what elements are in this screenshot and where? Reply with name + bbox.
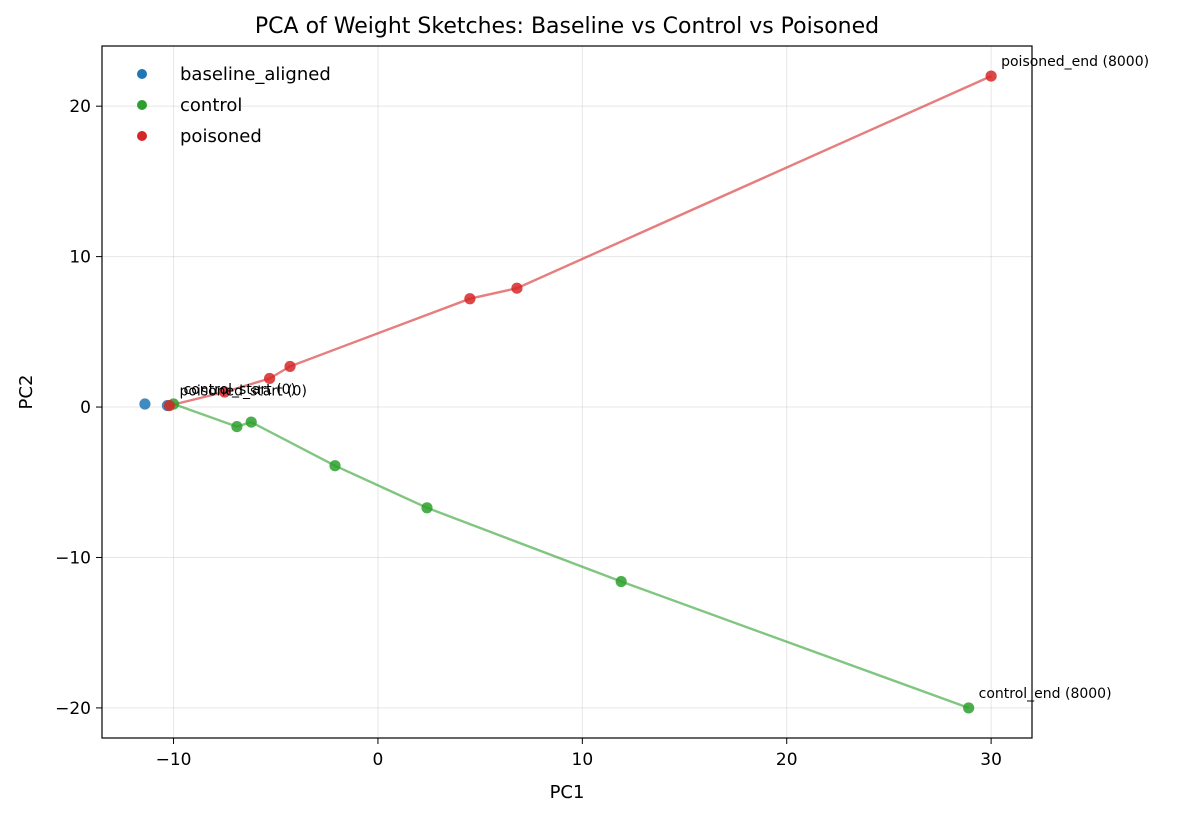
baseline_aligned-point — [139, 398, 151, 410]
grid-lines — [102, 46, 1032, 738]
point-annotation: control_end (8000) — [979, 686, 1112, 702]
control-point — [231, 421, 243, 433]
series-layer — [139, 70, 997, 714]
legend-label-poisoned: poisoned — [180, 126, 262, 147]
annotation-layer: control_start (0)poisoned_start (0) poiso… — [179, 54, 1149, 702]
control-point — [963, 702, 975, 714]
y-tick-label: 20 — [69, 97, 91, 117]
poisoned-point — [464, 293, 476, 305]
poisoned-point — [985, 70, 997, 82]
x-tick-label: 10 — [572, 750, 594, 770]
y-tick-label: −10 — [55, 548, 91, 568]
x-axis-label: PC1 — [550, 782, 585, 803]
chart-title: PCA of Weight Sketches: Baseline vs Cont… — [255, 14, 879, 39]
control-point — [615, 575, 627, 588]
y-tick-label: 10 — [69, 248, 91, 268]
poisoned-point — [163, 399, 176, 412]
point-annotation: control_start (0) — [184, 382, 296, 398]
poisoned-point — [284, 360, 296, 373]
legend-label-baseline_aligned: baseline_aligned — [180, 64, 331, 85]
legend-marker-poisoned — [137, 131, 147, 141]
control-point — [329, 460, 341, 472]
x-tick-label: 0 — [373, 750, 384, 770]
x-tick-label: 20 — [776, 750, 798, 770]
poisoned-point — [264, 372, 276, 385]
point-annotation: poisoned_end (8000) — [1001, 54, 1149, 70]
x-tick-label: 30 — [980, 750, 1002, 770]
poisoned-point — [219, 386, 231, 398]
legend-marker-baseline_aligned — [137, 69, 147, 79]
y-tick-label: −20 — [55, 699, 91, 719]
y-axis-label: PC2 — [16, 375, 37, 410]
control-point — [245, 416, 257, 428]
control-point — [421, 502, 433, 514]
point-annotation: poisoned_start (0) — [179, 384, 306, 400]
x-tick-label: −10 — [156, 750, 192, 770]
legend-marker-control — [137, 100, 147, 110]
plot-frame — [101, 45, 1033, 739]
y-tick-label: 0 — [80, 398, 91, 418]
axis-ticks: −10 0 10 20 30 −20 −10 0 10 20 — [55, 97, 1002, 770]
poisoned-point — [511, 282, 523, 294]
legend-label-control: control — [180, 95, 242, 116]
